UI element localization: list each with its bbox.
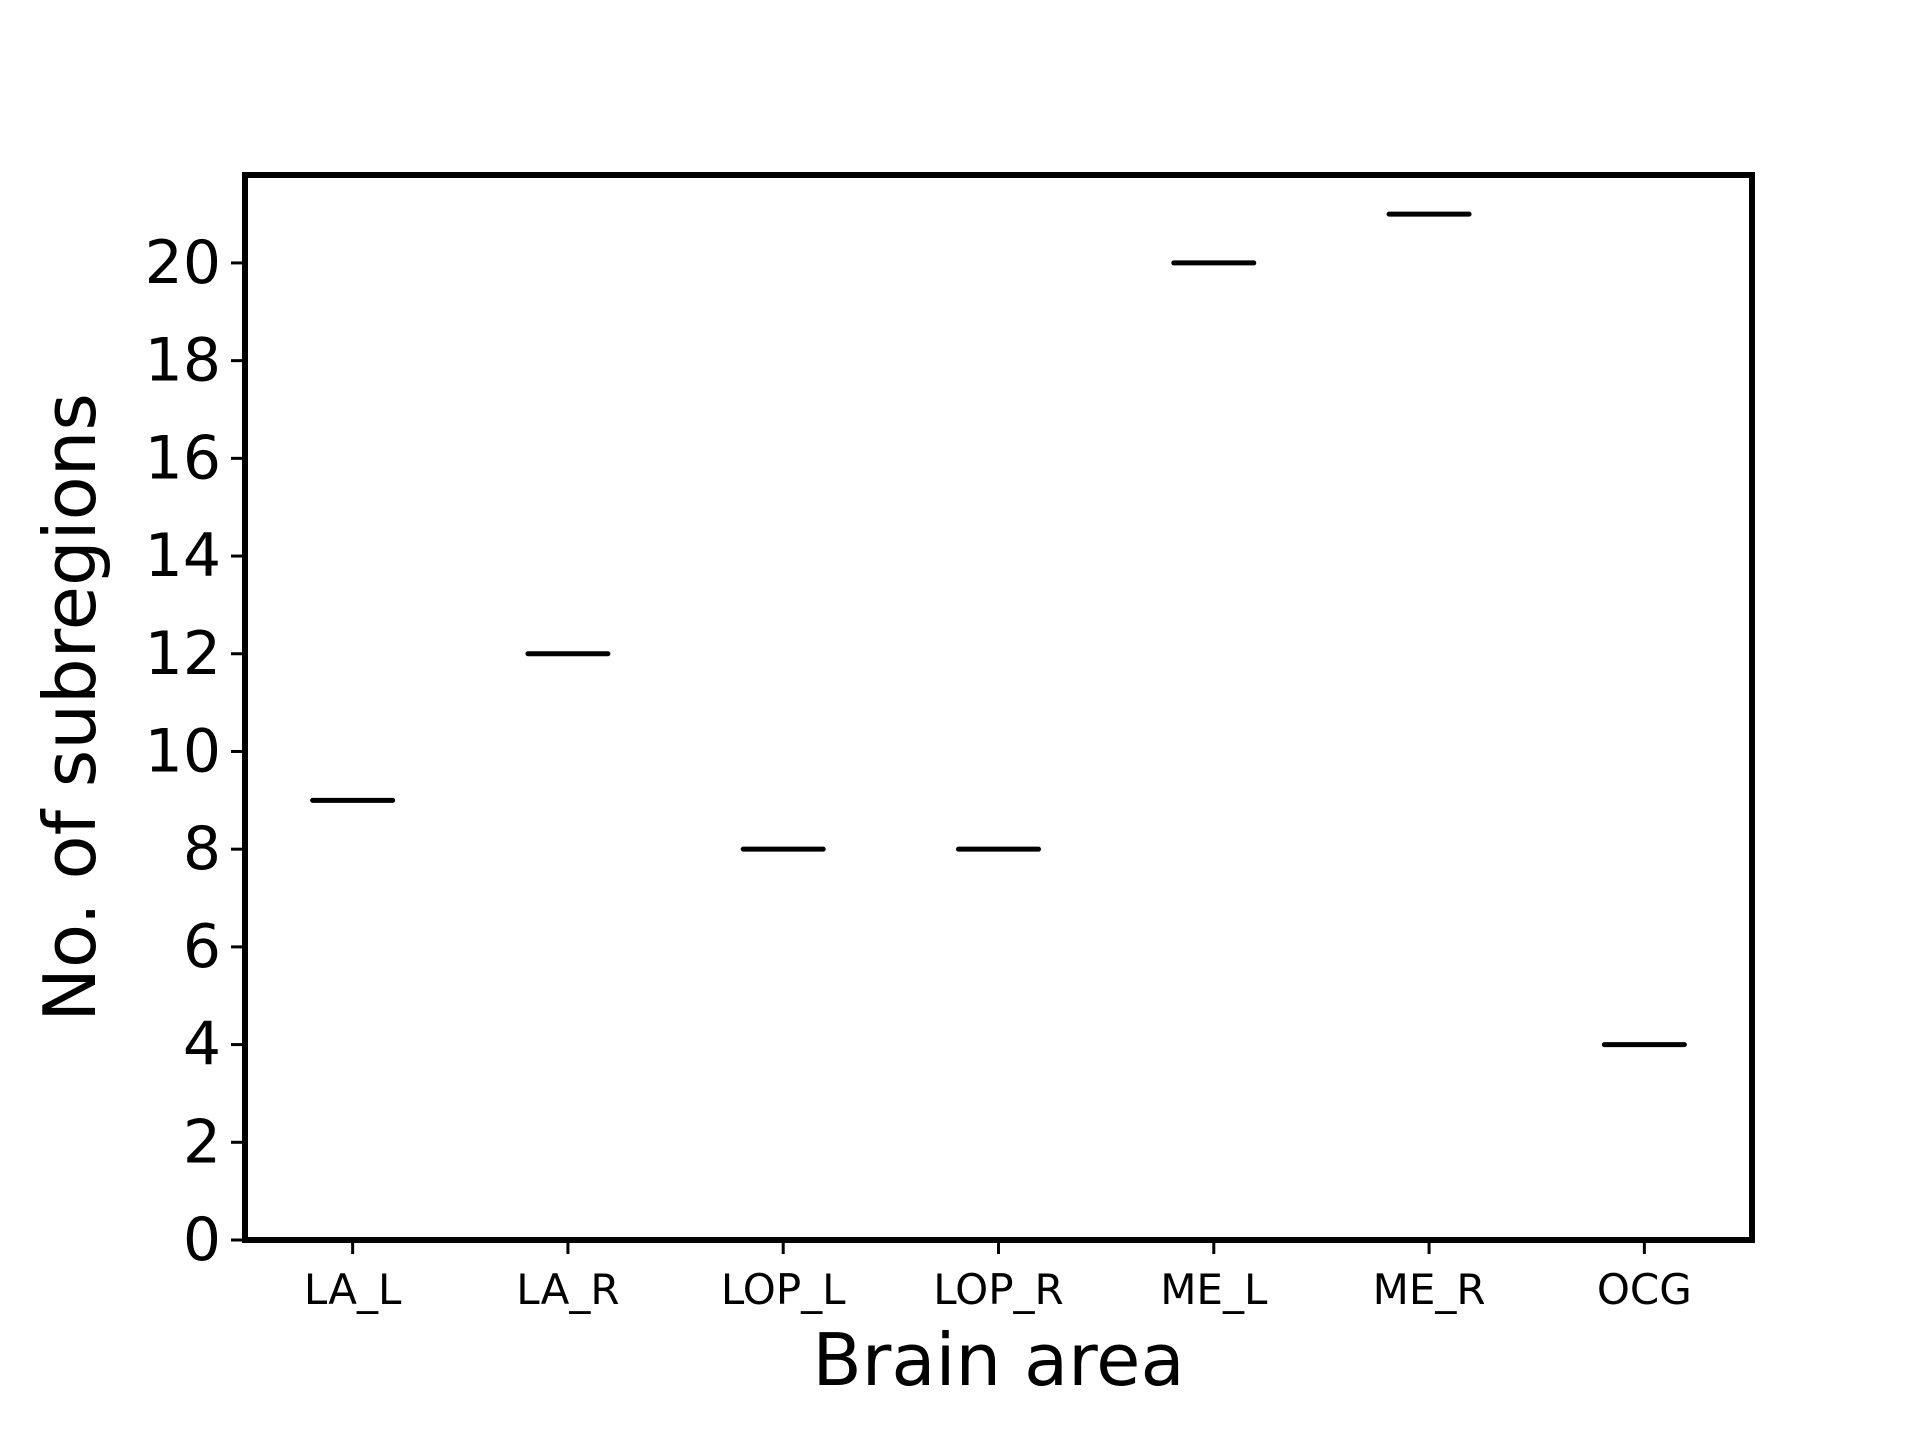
data-marks (310, 211, 1687, 1048)
y-tick-label: 12 (145, 619, 221, 689)
y-axis-ticks: 0 2 4 6 8 10 12 14 16 18 20 (145, 228, 245, 1275)
x-tick-label: OCG (1597, 1265, 1692, 1314)
x-tick-label: LOP_R (933, 1265, 1063, 1314)
y-tick-label: 4 (183, 1010, 221, 1080)
plot-frame (242, 172, 1755, 1243)
x-tick-label: LOP_L (721, 1265, 846, 1314)
y-tick-label: 14 (145, 521, 221, 591)
y-tick-label: 8 (183, 814, 221, 884)
y-tick-label: 6 (183, 912, 221, 982)
y-tick-label: 2 (183, 1107, 221, 1177)
x-tick-label: LA_L (304, 1265, 402, 1314)
y-tick-label: 20 (145, 228, 221, 298)
x-tick-label: ME_L (1160, 1265, 1268, 1314)
y-tick-label: 0 (183, 1205, 221, 1275)
x-tick-label: ME_R (1373, 1265, 1486, 1314)
y-axis-label: No. of subregions (28, 393, 112, 1022)
x-axis-ticks: LA_L LA_R LOP_L LOP_R ME_L ME_R OCG (304, 1240, 1692, 1314)
y-tick-label: 18 (145, 326, 221, 396)
x-axis-label: Brain area (812, 1318, 1184, 1402)
x-tick-label: LA_R (516, 1265, 619, 1314)
y-tick-label: 16 (145, 423, 221, 493)
y-tick-label: 10 (145, 716, 221, 786)
